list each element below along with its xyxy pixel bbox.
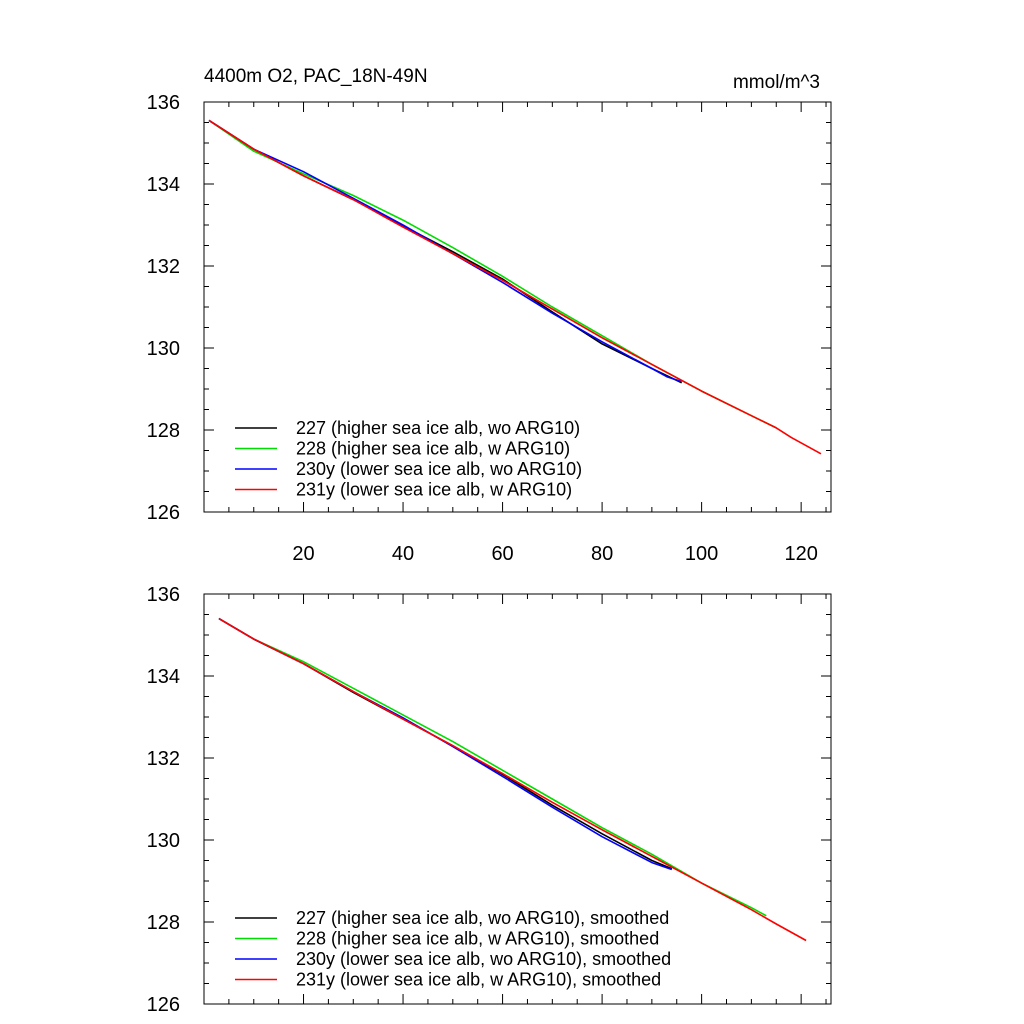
units-label: mmol/m^3 xyxy=(733,72,820,93)
y-tick-label: 136 xyxy=(147,92,180,114)
legend-label: 230y (lower sea ice alb, wo ARG10), smoo… xyxy=(296,949,671,969)
y-tick-label: 130 xyxy=(147,338,180,360)
y-tick-label: 126 xyxy=(147,502,180,524)
y-tick-label: 132 xyxy=(147,256,180,278)
legend-label: 228 (higher sea ice alb, w ARG10), smoot… xyxy=(296,929,659,949)
y-tick-label: 134 xyxy=(147,174,180,196)
chart-title: 4400m O2, PAC_18N-49N xyxy=(204,66,428,87)
series-line-2 xyxy=(208,119,682,383)
y-tick-label: 136 xyxy=(147,584,180,606)
x-tick-label: 100 xyxy=(685,543,718,565)
y-tick-label: 128 xyxy=(147,420,180,442)
legend-label: 231y (lower sea ice alb, w ARG10) xyxy=(296,480,572,500)
x-tick-label: 60 xyxy=(491,543,513,565)
series-line-3 xyxy=(208,119,822,455)
x-tick-label: 120 xyxy=(784,543,817,565)
x-tick-label: 40 xyxy=(392,543,414,565)
x-tick-label: 20 xyxy=(292,543,314,565)
x-tick-label: 80 xyxy=(591,543,613,565)
legend-label: 227 (higher sea ice alb, wo ARG10), smoo… xyxy=(296,908,669,928)
y-tick-label: 132 xyxy=(147,748,180,770)
y-tick-label: 130 xyxy=(147,830,180,852)
top-panel: 20 40 60 80 100 120 126 128 130 132 134 136 227 (hig… xyxy=(147,92,832,565)
legend-label: 227 (higher sea ice alb, wo ARG10) xyxy=(296,418,580,438)
legend-label: 228 (higher sea ice alb, w ARG10) xyxy=(296,439,570,459)
bottom-panel: 126 128 130 132 134 136 227 (higher sea ice al… xyxy=(147,584,832,1016)
y-tick-label: 126 xyxy=(147,994,180,1016)
y-tick-label: 128 xyxy=(147,912,180,934)
legend-label: 230y (lower sea ice alb, wo ARG10) xyxy=(296,459,582,479)
series-line-3 xyxy=(218,617,807,942)
y-tick-label: 134 xyxy=(147,666,180,688)
legend-label: 231y (lower sea ice alb, w ARG10), smoot… xyxy=(296,970,661,990)
